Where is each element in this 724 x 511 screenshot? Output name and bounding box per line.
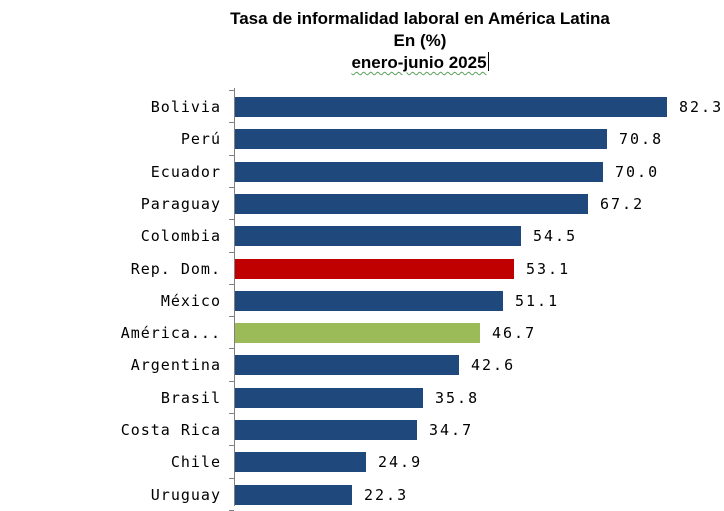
bar-row: América... 46.7 — [0, 322, 724, 344]
bar-row: Costa Rica 34.7 — [0, 419, 724, 441]
y-axis-tick — [229, 381, 234, 382]
bar-row: Argentina 42.6 — [0, 354, 724, 376]
category-label: América... — [120, 324, 221, 342]
y-axis-tick — [229, 348, 234, 349]
bar[interactable] — [235, 452, 366, 472]
bar-row: Brasil 35.8 — [0, 387, 724, 409]
bar-row: Perú 70.8 — [0, 128, 724, 150]
y-axis-tick — [229, 122, 234, 123]
bar[interactable] — [235, 129, 607, 149]
value-label: 22.3 — [364, 486, 409, 504]
value-label: 82.3 — [679, 98, 724, 116]
value-label: 42.6 — [471, 356, 516, 374]
category-label: Paraguay — [140, 195, 221, 213]
y-axis-line — [234, 88, 235, 506]
value-label: 70.8 — [619, 130, 664, 148]
y-axis-tick — [229, 445, 234, 446]
y-axis-tick — [229, 252, 234, 253]
bar-row: Rep. Dom. 53.1 — [0, 258, 724, 280]
category-label: Chile — [170, 453, 221, 471]
bar-row: México 51.1 — [0, 290, 724, 312]
value-label: 24.9 — [378, 453, 423, 471]
category-label: Costa Rica — [120, 421, 221, 439]
value-label: 35.8 — [435, 389, 480, 407]
bar[interactable] — [235, 323, 480, 343]
value-label: 53.1 — [526, 260, 571, 278]
y-axis-tick — [229, 284, 234, 285]
category-label: Colombia — [140, 227, 221, 245]
category-label: Argentina — [130, 356, 221, 374]
bar-row: Paraguay 67.2 — [0, 193, 724, 215]
value-label: 54.5 — [533, 227, 578, 245]
bar-row: Ecuador 70.0 — [0, 161, 724, 183]
category-label: Ecuador — [150, 163, 221, 181]
y-axis-tick — [229, 155, 234, 156]
bar[interactable] — [235, 259, 514, 279]
category-label: Brasil — [160, 389, 221, 407]
value-label: 46.7 — [492, 324, 537, 342]
category-label: Rep. Dom. — [130, 260, 221, 278]
bar-row: Colombia 54.5 — [0, 225, 724, 247]
category-label: Perú — [180, 130, 221, 148]
bar[interactable] — [235, 355, 459, 375]
bar[interactable] — [235, 194, 588, 214]
value-label: 34.7 — [429, 421, 474, 439]
y-axis-tick — [229, 478, 234, 479]
bar-row: Uruguay 22.3 — [0, 484, 724, 506]
y-axis-tick — [229, 413, 234, 414]
y-axis-tick — [229, 219, 234, 220]
bar[interactable] — [235, 97, 667, 117]
bar-row: Chile 24.9 — [0, 451, 724, 473]
category-label: México — [160, 292, 221, 310]
y-axis-tick — [229, 90, 234, 91]
title-date-range: enero-junio 2025 — [351, 53, 487, 72]
bar[interactable] — [235, 291, 503, 311]
text-cursor — [487, 52, 489, 71]
chart-title-line2: En (%) — [393, 31, 447, 50]
bar[interactable] — [235, 420, 417, 440]
value-label: 51.1 — [515, 292, 560, 310]
bar[interactable] — [235, 226, 521, 246]
bar[interactable] — [235, 388, 423, 408]
y-axis-tick — [229, 187, 234, 188]
bar-row: Bolivia 82.3 — [0, 96, 724, 118]
category-label: Uruguay — [150, 486, 221, 504]
category-label: Bolivia — [150, 98, 221, 116]
y-axis-tick — [229, 316, 234, 317]
bar[interactable] — [235, 485, 352, 505]
chart-title-line3[interactable]: enero-junio 2025 — [180, 52, 660, 73]
bar[interactable] — [235, 162, 603, 182]
chart-title-line1: Tasa de informalidad laboral en América … — [230, 9, 610, 28]
value-label: 70.0 — [615, 163, 660, 181]
value-label: 67.2 — [600, 195, 645, 213]
